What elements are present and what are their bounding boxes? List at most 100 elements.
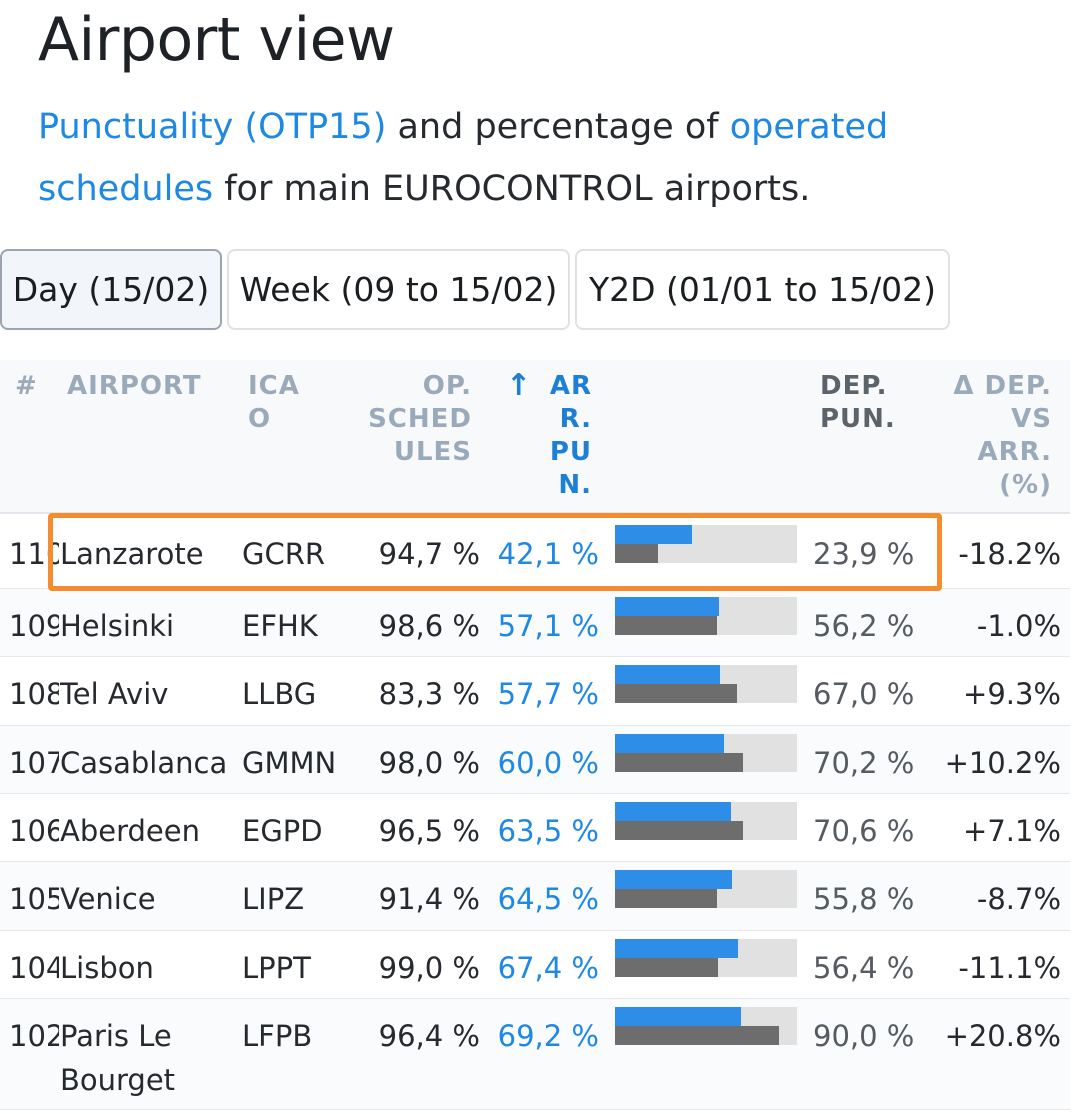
- table-header: # AIRPORT ICA O OP. SCHED ULES ↑ AR R. P…: [0, 360, 1070, 514]
- dep-punctuality-bar: [615, 889, 717, 908]
- dep-punctuality-bar: [615, 544, 659, 563]
- icao-cell: GCRR: [242, 537, 326, 571]
- dep-punctuality-bar: [615, 684, 737, 703]
- airport-name-cell: Lisbon: [60, 951, 154, 985]
- delta-cell: +7.1%: [963, 814, 1061, 848]
- dep-punctuality-bar: [615, 821, 744, 840]
- intro-tail-text: for main EUROCONTROL airports.: [224, 169, 811, 209]
- arr-punctuality-bar: [615, 597, 719, 616]
- table-row[interactable]: 108 Tel Aviv LLBG 83,3 % 57,7 % 67,0 % +9.3%: [0, 657, 1070, 726]
- dep-punctuality-cell: 55,8 %: [813, 882, 915, 916]
- dep-punctuality-bar: [615, 616, 718, 635]
- delta-cell: +20.8%: [944, 1019, 1061, 1053]
- header-delta-line: VS: [1011, 404, 1052, 434]
- airport-name-cell: Aberdeen: [60, 814, 200, 848]
- punctuality-bar: [615, 597, 797, 635]
- header-op-schedules[interactable]: OP. SCHED ULES: [368, 370, 472, 469]
- header-arr-line: R.: [559, 404, 592, 434]
- rank-cell: 108: [9, 677, 59, 711]
- arr-punctuality-cell: 64,5 %: [497, 882, 599, 916]
- header-arr-line: PU: [549, 437, 592, 467]
- op-schedules-cell: 99,0 %: [378, 951, 480, 985]
- delta-cell: -8.7%: [976, 882, 1061, 916]
- table-row[interactable]: 110 Lanzarote GCRR 94,7 % 42,1 % 23,9 % -18.2%: [0, 517, 1070, 589]
- arr-punctuality-bar: [615, 665, 720, 684]
- delta-cell: +9.3%: [963, 677, 1061, 711]
- tab-day[interactable]: Day (15/02): [0, 249, 222, 330]
- op-schedules-cell: 91,4 %: [378, 882, 480, 916]
- airport-name-cell: Helsinki: [60, 609, 175, 643]
- header-rank[interactable]: #: [15, 371, 38, 401]
- arr-punctuality-bar: [615, 939, 738, 958]
- arr-punctuality-cell: 42,1 %: [497, 537, 599, 571]
- header-dep-punctuality[interactable]: DEP. PUN.: [820, 370, 896, 436]
- airport-name-cell: Casablanca: [60, 746, 228, 780]
- punctuality-bar: [615, 1007, 797, 1045]
- table-row[interactable]: 106 Aberdeen EGPD 96,5 % 63,5 % 70,6 % +7.1%: [0, 794, 1070, 862]
- tab-y2d[interactable]: Y2D (01/01 to 15/02): [575, 249, 950, 330]
- header-delta-line: ARR.: [977, 437, 1052, 467]
- airport-name-cell: Venice: [60, 882, 156, 916]
- header-airport[interactable]: AIRPORT: [67, 371, 202, 401]
- op-schedules-cell: 94,7 %: [378, 537, 480, 571]
- airport-name-cell: Tel Aviv: [60, 677, 169, 711]
- dep-punctuality-cell: 56,2 %: [813, 609, 915, 643]
- icao-cell: LPPT: [242, 951, 311, 985]
- header-dep-line: PUN.: [820, 404, 896, 434]
- airport-name-cell: Lanzarote: [60, 537, 204, 571]
- icao-cell: LFPB: [242, 1019, 313, 1053]
- dep-punctuality-bar: [615, 958, 718, 977]
- rank-cell: 105: [9, 882, 59, 916]
- rank-cell: 107: [9, 746, 59, 780]
- table-row[interactable]: 102 Paris Le Bourget LFPB 96,4 % 69,2 % 90,0 …: [0, 999, 1070, 1110]
- header-delta-line: (%): [999, 470, 1052, 500]
- op-schedules-cell: 83,3 %: [378, 677, 480, 711]
- arr-punctuality-cell: 69,2 %: [497, 1019, 599, 1053]
- operated-schedules-link[interactable]: operated schedules: [38, 107, 889, 209]
- op-schedules-cell: 98,6 %: [378, 609, 480, 643]
- delta-cell: -1.0%: [976, 609, 1061, 643]
- arr-punctuality-cell: 57,7 %: [497, 677, 599, 711]
- header-ops-line: OP.: [422, 371, 472, 401]
- icao-cell: LIPZ: [242, 882, 305, 916]
- header-ops-line: ULES: [393, 437, 472, 467]
- table-row[interactable]: 107 Casablanca GMMN 98,0 % 60,0 % 70,2 % +10.2…: [0, 726, 1070, 794]
- header-delta-dep-vs-arr[interactable]: Δ DEP. VS ARR. (%): [953, 370, 1052, 502]
- header-arr-punctuality[interactable]: AR R. PU N.: [550, 370, 592, 502]
- arr-punctuality-cell: 67,4 %: [497, 951, 599, 985]
- op-schedules-cell: 96,5 %: [378, 814, 480, 848]
- dep-punctuality-cell: 56,4 %: [813, 951, 915, 985]
- arr-punctuality-bar: [615, 870, 733, 889]
- table-row[interactable]: 104 Lisbon LPPT 99,0 % 67,4 % 56,4 % -11.1%: [0, 931, 1070, 999]
- arr-punctuality-cell: 60,0 %: [497, 746, 599, 780]
- dep-punctuality-cell: 70,2 %: [813, 746, 915, 780]
- sort-ascending-icon[interactable]: ↑: [506, 368, 532, 403]
- punctuality-bar: [615, 939, 797, 977]
- op-schedules-cell: 98,0 %: [378, 746, 480, 780]
- arr-punctuality-bar: [615, 1007, 741, 1026]
- header-arr-line: N.: [558, 470, 592, 500]
- header-icao[interactable]: ICA O: [248, 370, 300, 436]
- otp15-link[interactable]: Punctuality (OTP15): [38, 107, 387, 147]
- header-ops-line: SCHED: [368, 404, 472, 434]
- dep-punctuality-bar: [615, 753, 743, 772]
- rank-cell: 110: [9, 537, 59, 571]
- table-row[interactable]: 109 Helsinki EFHK 98,6 % 57,1 % 56,2 % -1.0%: [0, 589, 1070, 657]
- airport-name-cell: Paris Le Bourget: [60, 1019, 176, 1097]
- punctuality-bar: [615, 802, 797, 840]
- tab-week[interactable]: Week (09 to 15/02): [227, 249, 570, 330]
- header-dep-line: DEP.: [820, 371, 888, 401]
- delta-cell: -18.2%: [958, 537, 1061, 571]
- table-row[interactable]: 105 Venice LIPZ 91,4 % 64,5 % 55,8 % -8.7%: [0, 862, 1070, 931]
- dep-punctuality-cell: 67,0 %: [813, 677, 915, 711]
- rank-cell: 109: [9, 609, 59, 643]
- punctuality-bar: [615, 665, 797, 703]
- icao-cell: EFHK: [242, 609, 318, 643]
- delta-cell: -11.1%: [958, 951, 1061, 985]
- punctuality-bar: [615, 870, 797, 908]
- icao-cell: LLBG: [242, 677, 317, 711]
- op-schedules-cell: 96,4 %: [378, 1019, 480, 1053]
- header-arr-line: AR: [549, 371, 592, 401]
- header-icao-line: O: [248, 404, 272, 434]
- arr-punctuality-bar: [615, 734, 725, 753]
